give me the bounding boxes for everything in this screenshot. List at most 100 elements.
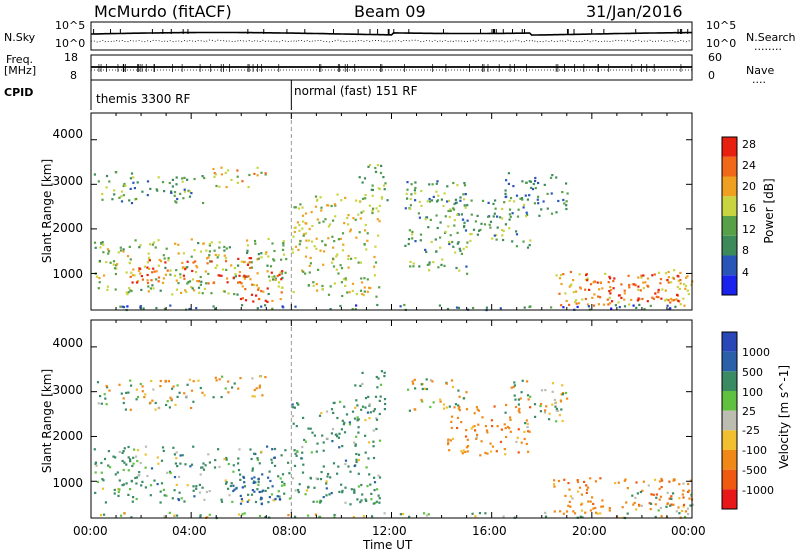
- heatmap-cell: [642, 281, 645, 284]
- heatmap-cell: [303, 233, 306, 236]
- heatmap-cell: [439, 236, 442, 239]
- heatmap-cell: [149, 243, 152, 246]
- noise-lo-right: 10^0: [706, 37, 737, 50]
- heatmap-cell: [175, 201, 178, 204]
- heatmap-cell: [560, 393, 563, 396]
- heatmap-cell: [218, 378, 221, 381]
- heatmap-cell: [503, 423, 506, 426]
- heatmap-cell: [436, 180, 439, 183]
- heatmap-cell: [371, 211, 374, 215]
- heatmap-cell: [202, 462, 205, 465]
- heatmap-cell: [617, 481, 620, 484]
- x-tick-2: 08:00: [272, 524, 307, 538]
- heatmap-cell: [199, 275, 202, 279]
- heatmap-cell: [660, 477, 663, 480]
- heatmap-cell: [310, 211, 313, 214]
- heatmap-cell: [244, 288, 247, 291]
- heatmap-cell: [483, 223, 487, 226]
- heatmap-cell: [330, 492, 333, 495]
- heatmap-cell: [208, 254, 211, 257]
- heatmap-cell: [559, 274, 563, 277]
- heatmap-cell: [130, 271, 133, 274]
- heatmap-cell: [225, 481, 228, 484]
- heatmap-cell: [361, 181, 364, 184]
- heatmap-cell: [491, 425, 494, 428]
- heatmap-cell: [131, 500, 134, 503]
- heatmap-cell: [333, 513, 336, 517]
- heatmap-cell: [470, 427, 473, 430]
- heatmap-cell: [220, 396, 223, 399]
- heatmap-cell: [106, 288, 109, 291]
- heatmap-cell: [529, 180, 532, 183]
- heatmap-cell: [113, 267, 117, 270]
- heatmap-cell: [135, 455, 138, 458]
- heatmap-cell: [344, 277, 347, 280]
- heatmap-cell: [236, 293, 239, 296]
- heatmap-cell: [370, 498, 373, 501]
- heatmap-cell: [174, 462, 177, 465]
- heatmap-cell: [316, 500, 319, 503]
- power-colorbar-cell: [722, 196, 737, 216]
- heatmap-cell: [281, 270, 284, 273]
- heatmap-cell: [411, 380, 414, 383]
- heatmap-cell: [135, 388, 138, 391]
- heatmap-cell: [559, 400, 563, 403]
- heatmap-cell: [163, 307, 166, 310]
- heatmap-cell: [94, 491, 97, 494]
- heatmap-cell: [668, 497, 671, 500]
- heatmap-cell: [240, 497, 243, 501]
- heatmap-cell: [464, 435, 468, 438]
- heatmap-cell: [208, 244, 211, 247]
- heatmap-cell: [383, 398, 387, 401]
- heatmap-cell: [631, 283, 634, 286]
- heatmap-cell: [364, 451, 367, 454]
- heatmap-cell: [447, 225, 450, 228]
- heatmap-cell: [295, 425, 298, 428]
- heatmap-cell: [374, 502, 377, 505]
- heatmap-cell: [141, 390, 144, 393]
- heatmap-cell: [586, 488, 589, 491]
- heatmap-cell: [666, 491, 669, 494]
- heatmap-cell: [654, 292, 657, 295]
- heatmap-cell: [326, 475, 329, 478]
- heatmap-cell: [294, 245, 298, 248]
- heatmap-cell: [457, 389, 460, 392]
- heatmap-cell: [485, 429, 489, 432]
- heatmap-cell: [670, 281, 673, 284]
- heatmap-cell: [169, 269, 172, 272]
- heatmap-cell: [251, 283, 254, 286]
- heatmap-cell: [100, 241, 103, 245]
- heatmap-cell: [234, 275, 237, 278]
- heatmap-cell: [284, 271, 287, 274]
- heatmap-cell: [209, 260, 212, 263]
- heatmap-cell: [107, 450, 110, 453]
- power-tick-24: 24: [742, 159, 756, 172]
- heatmap-cell: [146, 266, 149, 269]
- heatmap-cell: [610, 307, 613, 310]
- heatmap-cell: [143, 396, 146, 399]
- heatmap-cell: [359, 261, 362, 264]
- heatmap-cell: [672, 277, 675, 280]
- heatmap-cell: [264, 516, 267, 519]
- heatmap-cell: [212, 396, 215, 399]
- heatmap-cell: [597, 303, 600, 306]
- heatmap-cell: [127, 493, 130, 496]
- heatmap-cell: [456, 213, 459, 216]
- heatmap-cell: [678, 287, 681, 290]
- heatmap-cell: [608, 507, 611, 510]
- heatmap-cell: [103, 274, 106, 277]
- velocity-colorbar-cell: [722, 351, 737, 372]
- heatmap-cell: [632, 503, 635, 506]
- heatmap-cell: [255, 284, 258, 287]
- heatmap-cell: [203, 394, 206, 397]
- heatmap-cell: [581, 516, 584, 519]
- heatmap-cell: [459, 199, 462, 202]
- heatmap-cell: [558, 292, 561, 295]
- heatmap-cell: [341, 491, 344, 494]
- heatmap-cell: [428, 200, 432, 203]
- heatmap-cell: [595, 511, 598, 514]
- velocity-colorbar-cell: [722, 469, 737, 490]
- heatmap-cell: [642, 274, 645, 277]
- heatmap-cell: [210, 241, 213, 244]
- heatmap-cell: [526, 198, 529, 201]
